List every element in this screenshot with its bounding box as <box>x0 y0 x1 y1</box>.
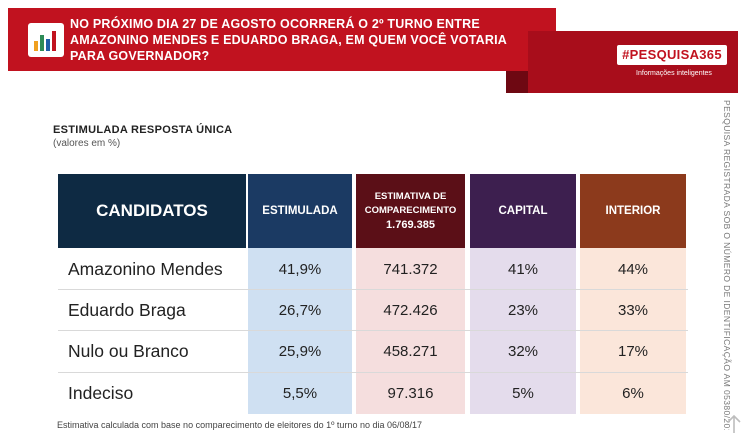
results-table: CANDIDATOS ESTIMULADA ESTIMATIVA DE COMP… <box>58 174 688 414</box>
interior-value: 6% <box>622 385 644 402</box>
chart-subtitle: (valores em %) <box>53 138 121 149</box>
brand-box: #PESQUISA365 Informações inteligentes <box>506 31 738 93</box>
question-title: NO PRÓXIMO DIA 27 DE AGOSTO OCORRERÁ O 2… <box>70 17 507 63</box>
header-estimate: ESTIMATIVA DE COMPARECIMENTO 1.769.385 <box>356 174 465 248</box>
arrow-up-icon[interactable] <box>726 414 742 434</box>
brand-subtitle: Informações inteligentes <box>636 70 712 77</box>
chart-title: ESTIMULADA RESPOSTA ÚNICA <box>53 124 233 136</box>
stimulated-value: 41,9% <box>278 260 322 278</box>
capital-column-bg <box>470 248 576 414</box>
row-divider <box>58 330 688 331</box>
interior-value: 17% <box>617 343 649 360</box>
row-divider <box>58 372 688 373</box>
header-estimate-line1: ESTIMATIVA DE <box>374 191 447 202</box>
stimulated-value: 26,7% <box>278 301 322 319</box>
candidate-name: Nulo ou Branco <box>68 341 189 361</box>
candidate-name: Indeciso <box>68 383 134 403</box>
header-capital: CAPITAL <box>470 174 576 248</box>
capital-value: 32% <box>507 343 539 360</box>
header-candidates: CANDIDATOS <box>58 174 246 248</box>
brand-box-fold <box>506 71 528 93</box>
estimate-value: 741.372 <box>383 260 438 278</box>
interior-value: 33% <box>617 301 649 319</box>
header-banner: NO PRÓXIMO DIA 27 DE AGOSTO OCORRERÁ O 2… <box>8 8 556 71</box>
candidate-name: Eduardo Braga <box>68 299 186 320</box>
header-stimulated: ESTIMULADA <box>248 174 352 248</box>
candidate-name: Amazonino Mendes <box>68 258 223 279</box>
header-interior: INTERIOR <box>580 174 686 248</box>
estimate-value: 458.271 <box>383 343 438 360</box>
interior-value: 44% <box>617 260 649 278</box>
interior-column-bg <box>580 248 686 414</box>
brand-logo: #PESQUISA365 <box>617 45 727 65</box>
estimate-column-bg <box>356 248 465 414</box>
header-estimate-total: 1.769.385 <box>386 219 435 231</box>
row-divider <box>58 289 688 290</box>
stimulated-value: 5,5% <box>282 385 318 402</box>
bar-chart-icon <box>28 23 64 57</box>
stimulated-column-bg <box>248 248 352 414</box>
capital-value: 23% <box>507 301 539 319</box>
footnote: Estimativa calculada com base no compare… <box>57 420 423 430</box>
capital-value: 41% <box>507 260 539 278</box>
stimulated-value: 25,9% <box>278 343 322 360</box>
capital-value: 5% <box>512 385 534 402</box>
estimate-value: 472.426 <box>383 301 438 319</box>
header-estimate-line2: COMPARECIMENTO <box>364 205 457 216</box>
estimate-value: 97.316 <box>387 385 434 402</box>
registration-note: PESQUISA REGISTRADA SOB O NÚMERO DE IDEN… <box>722 100 732 430</box>
